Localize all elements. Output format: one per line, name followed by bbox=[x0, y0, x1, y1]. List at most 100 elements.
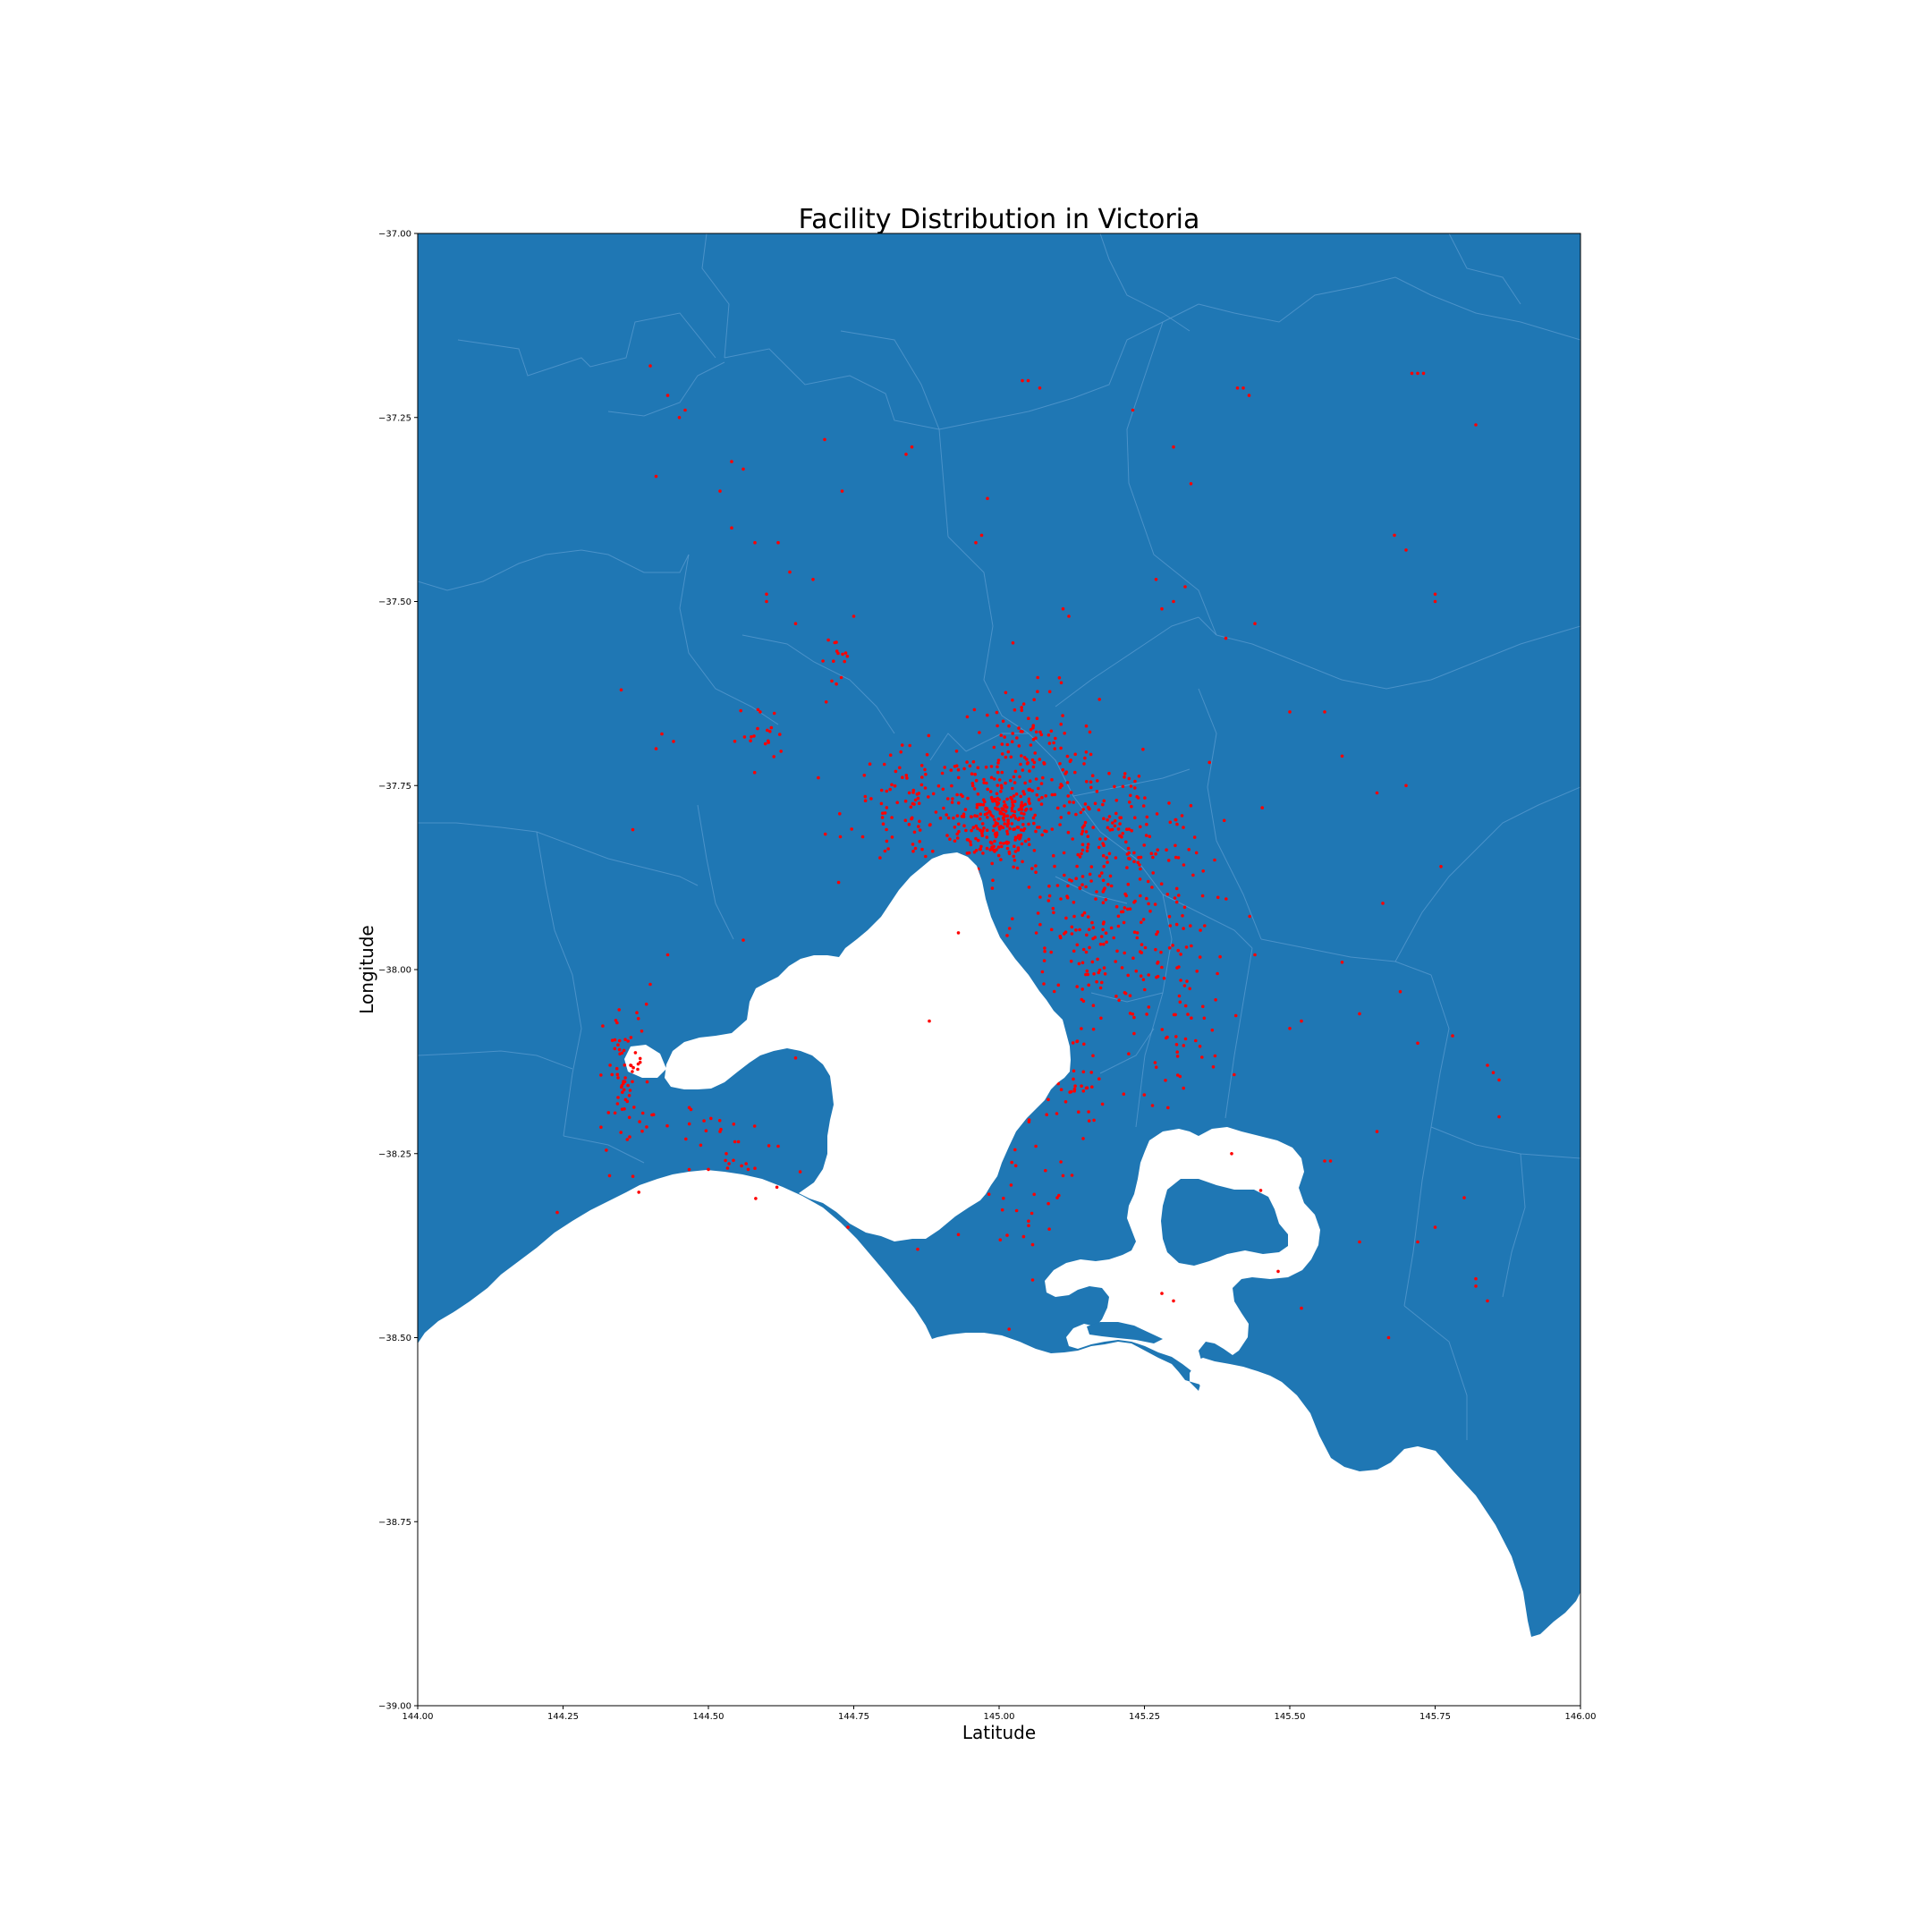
facility-point bbox=[1000, 786, 1004, 790]
facility-point bbox=[955, 814, 960, 818]
facility-point bbox=[913, 846, 918, 851]
facility-point bbox=[1129, 793, 1132, 798]
y-tick-label: −38.75 bbox=[378, 1518, 411, 1528]
facility-point bbox=[1097, 845, 1101, 850]
facility-point bbox=[1126, 846, 1131, 851]
facility-point bbox=[1040, 970, 1045, 974]
facility-point bbox=[1253, 953, 1257, 957]
facility-point bbox=[636, 1017, 640, 1021]
facility-point bbox=[951, 797, 954, 801]
facility-point bbox=[1031, 724, 1036, 727]
facility-point bbox=[970, 784, 975, 788]
facility-point bbox=[1167, 914, 1172, 919]
facility-point bbox=[1068, 800, 1072, 804]
facility-point bbox=[1058, 762, 1062, 766]
facility-point bbox=[992, 844, 996, 849]
facility-point bbox=[996, 807, 1000, 811]
facility-point bbox=[973, 814, 977, 818]
facility-point bbox=[616, 1096, 620, 1099]
facility-point bbox=[724, 1152, 728, 1156]
facility-point bbox=[917, 792, 921, 795]
facility-point bbox=[1258, 1189, 1263, 1192]
facility-point bbox=[1180, 814, 1184, 818]
facility-point bbox=[1023, 839, 1028, 843]
facility-point bbox=[1059, 746, 1063, 750]
facility-point bbox=[995, 792, 999, 796]
facility-point bbox=[1030, 1242, 1035, 1247]
facility-point bbox=[621, 1090, 624, 1094]
facility-point bbox=[852, 614, 856, 618]
facility-point bbox=[987, 809, 991, 813]
facility-point bbox=[1021, 860, 1024, 864]
facility-point bbox=[1071, 837, 1074, 841]
facility-point bbox=[984, 765, 988, 769]
facility-point bbox=[982, 777, 986, 782]
facility-point bbox=[622, 1048, 626, 1053]
y-axis-ticks: −37.00 −37.25 −37.50 −37.75 −38.00 −38.25 −38.… bbox=[378, 230, 418, 1712]
facility-point bbox=[1143, 987, 1147, 992]
facility-point bbox=[1022, 792, 1026, 796]
facility-point bbox=[1486, 1063, 1489, 1067]
facility-point bbox=[1021, 768, 1025, 772]
facility-point bbox=[1248, 914, 1251, 919]
facility-point bbox=[1182, 826, 1185, 829]
facility-point bbox=[846, 1225, 850, 1229]
facility-point bbox=[811, 578, 815, 581]
facility-point bbox=[727, 1162, 731, 1165]
facility-point bbox=[1052, 989, 1056, 994]
facility-point bbox=[845, 654, 850, 658]
facility-point bbox=[1112, 936, 1115, 940]
facility-point bbox=[998, 1238, 1003, 1241]
facility-point bbox=[1159, 882, 1164, 886]
facility-point bbox=[740, 1164, 743, 1168]
facility-point bbox=[996, 803, 999, 807]
facility-point bbox=[1190, 1016, 1193, 1020]
facility-point bbox=[948, 837, 952, 841]
facility-point bbox=[1087, 983, 1090, 987]
facility-point bbox=[1006, 818, 1010, 822]
facility-point bbox=[911, 843, 915, 846]
facility-point bbox=[1114, 960, 1117, 963]
facility-point bbox=[970, 815, 973, 818]
facility-point bbox=[640, 1129, 644, 1133]
facility-point bbox=[616, 1043, 620, 1046]
facility-point bbox=[990, 886, 995, 890]
facility-point bbox=[1011, 698, 1014, 702]
facility-point bbox=[976, 792, 980, 796]
facility-point bbox=[1101, 878, 1106, 883]
facility-point bbox=[1200, 894, 1205, 898]
facility-point bbox=[911, 849, 915, 853]
facility-point bbox=[756, 726, 759, 731]
facility-point bbox=[1038, 730, 1042, 734]
facility-point bbox=[1065, 894, 1069, 898]
facility-point bbox=[1008, 826, 1012, 831]
facility-point bbox=[1102, 799, 1106, 803]
x-axis-label: Latitude bbox=[962, 1722, 1036, 1743]
facility-point bbox=[1000, 770, 1004, 775]
facility-point bbox=[1061, 1174, 1065, 1178]
facility-point bbox=[1061, 767, 1065, 772]
facility-point bbox=[1497, 1078, 1501, 1082]
facility-point bbox=[1065, 781, 1070, 784]
facility-point bbox=[1088, 945, 1091, 950]
facility-point bbox=[1081, 1089, 1086, 1093]
facility-point bbox=[1134, 969, 1139, 973]
facility-point bbox=[817, 775, 820, 780]
facility-point bbox=[904, 774, 909, 777]
facility-point bbox=[665, 1123, 669, 1128]
facility-point bbox=[1213, 1054, 1217, 1058]
facility-point bbox=[1015, 866, 1020, 870]
facility-point bbox=[986, 713, 989, 717]
facility-point bbox=[990, 861, 994, 866]
facility-point bbox=[1056, 983, 1061, 987]
facility-point bbox=[823, 832, 827, 836]
facility-point bbox=[1052, 741, 1055, 745]
facility-point bbox=[1013, 838, 1017, 842]
lga-boundaries bbox=[418, 233, 1580, 1440]
facility-point bbox=[1110, 827, 1114, 832]
facility-point bbox=[1416, 1041, 1419, 1046]
facility-point bbox=[982, 781, 986, 784]
facility-point bbox=[1147, 973, 1150, 977]
facility-point bbox=[617, 1038, 622, 1043]
facility-point bbox=[635, 1011, 639, 1014]
